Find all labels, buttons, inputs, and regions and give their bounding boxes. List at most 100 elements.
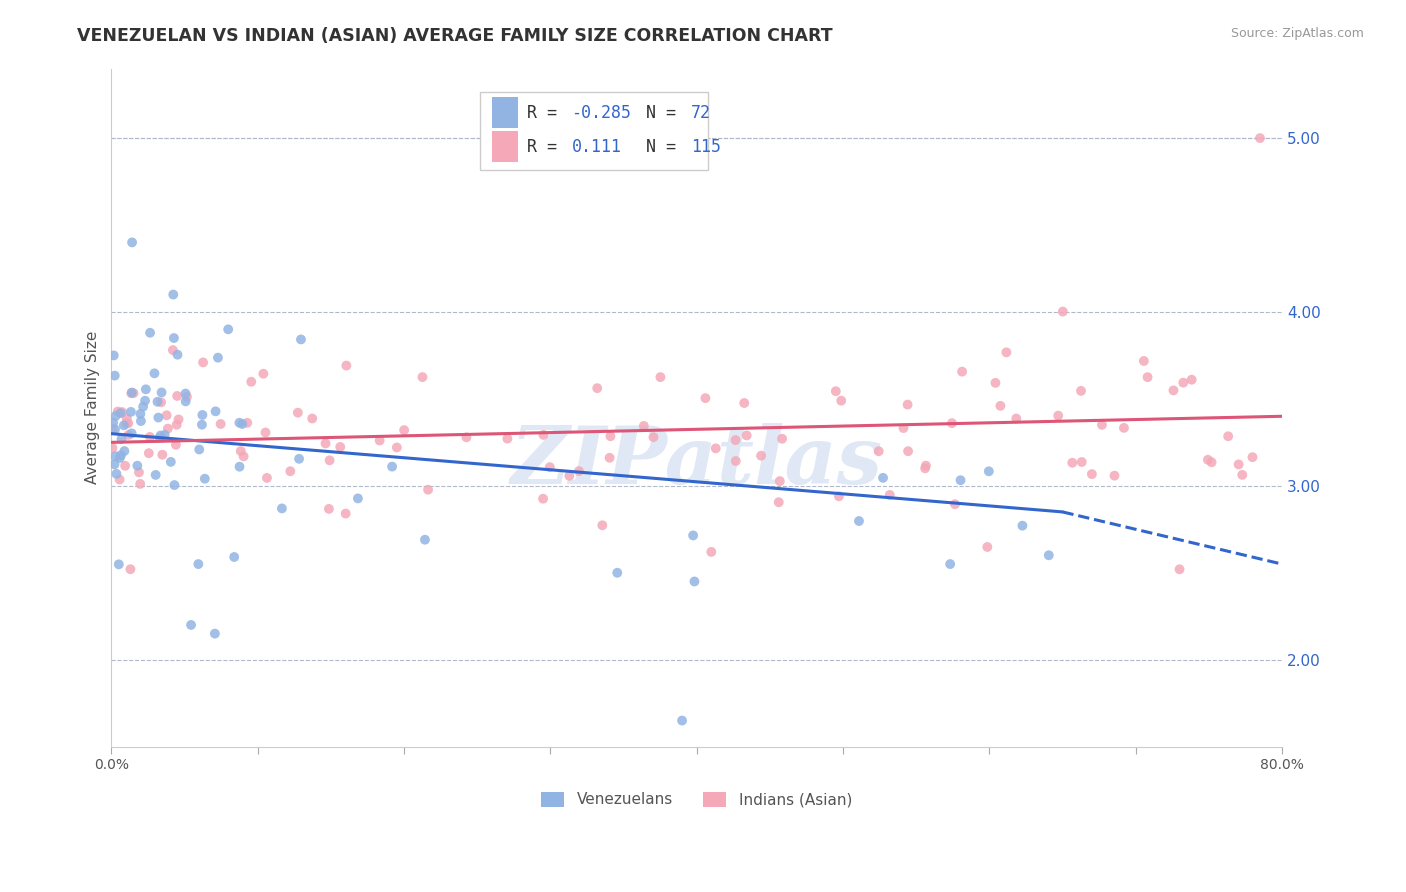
Point xyxy=(1163,384,1185,398)
Point xyxy=(174,386,197,401)
Point xyxy=(104,449,127,463)
Point xyxy=(1168,562,1191,576)
Point xyxy=(984,376,1007,390)
Point xyxy=(121,385,143,400)
Point xyxy=(1201,455,1223,469)
Point xyxy=(586,381,609,395)
Point xyxy=(162,287,184,301)
Point xyxy=(671,714,693,728)
Point xyxy=(122,386,145,401)
Point xyxy=(187,557,209,571)
Point xyxy=(101,421,124,435)
Point xyxy=(108,473,131,487)
Point xyxy=(1197,452,1219,467)
Point xyxy=(191,408,214,422)
Point xyxy=(132,400,155,414)
Point xyxy=(110,448,132,462)
Point xyxy=(496,432,519,446)
Point xyxy=(915,458,938,473)
Point xyxy=(724,454,747,468)
Point xyxy=(1038,549,1060,563)
Point xyxy=(111,405,134,419)
Point xyxy=(254,425,277,440)
Point xyxy=(643,430,665,444)
Point xyxy=(830,393,852,408)
Point xyxy=(897,444,920,458)
Point xyxy=(232,450,254,464)
Point xyxy=(107,404,129,418)
Point xyxy=(104,422,127,436)
Point xyxy=(231,417,253,431)
Point xyxy=(456,430,478,444)
Point xyxy=(683,574,706,589)
Point xyxy=(650,370,672,384)
Point xyxy=(104,409,127,423)
Point xyxy=(188,442,211,457)
Point xyxy=(114,458,136,473)
Point xyxy=(531,491,554,506)
Text: R =: R = xyxy=(527,103,567,121)
Point xyxy=(128,466,150,480)
Point xyxy=(150,448,173,462)
Text: N =: N = xyxy=(627,137,686,155)
Point xyxy=(949,473,972,487)
Point xyxy=(1173,376,1195,390)
Point xyxy=(724,433,747,447)
Point xyxy=(733,396,755,410)
Point xyxy=(879,488,901,502)
Point xyxy=(599,429,621,443)
Point xyxy=(318,453,340,467)
Point xyxy=(914,461,936,475)
Point xyxy=(749,449,772,463)
Point xyxy=(1005,411,1028,425)
Point xyxy=(120,386,142,401)
Point xyxy=(633,419,655,434)
Point xyxy=(146,394,169,409)
Point xyxy=(416,483,439,497)
FancyBboxPatch shape xyxy=(492,131,517,161)
Point xyxy=(329,440,352,454)
Point xyxy=(194,472,217,486)
Point xyxy=(411,370,433,384)
Point xyxy=(252,367,274,381)
Point xyxy=(145,467,167,482)
Point xyxy=(115,417,138,431)
Point xyxy=(1181,373,1204,387)
Point xyxy=(101,416,124,430)
FancyBboxPatch shape xyxy=(479,92,709,170)
FancyBboxPatch shape xyxy=(492,97,517,128)
Text: Source: ZipAtlas.com: Source: ZipAtlas.com xyxy=(1230,27,1364,40)
Point xyxy=(191,417,214,432)
Point xyxy=(335,507,357,521)
Point xyxy=(166,389,188,403)
Point xyxy=(278,464,301,478)
Point xyxy=(941,416,963,430)
Point xyxy=(159,455,181,469)
Point xyxy=(149,431,172,445)
Point xyxy=(828,489,851,503)
Point xyxy=(1091,417,1114,432)
Point xyxy=(174,394,197,409)
Point xyxy=(315,436,337,450)
Point xyxy=(287,406,309,420)
Text: -0.285: -0.285 xyxy=(571,103,631,121)
Point xyxy=(112,444,135,458)
Point xyxy=(769,474,792,488)
Legend: Venezuelans, Indians (Asian): Venezuelans, Indians (Asian) xyxy=(536,785,858,814)
Point xyxy=(163,478,186,492)
Point xyxy=(943,497,966,511)
Point xyxy=(392,423,415,437)
Point xyxy=(108,450,131,465)
Point xyxy=(381,459,404,474)
Point xyxy=(704,442,727,456)
Point xyxy=(228,416,250,430)
Point xyxy=(976,540,998,554)
Point xyxy=(138,446,160,460)
Point xyxy=(270,501,292,516)
Point xyxy=(1070,384,1092,398)
Point xyxy=(110,432,132,446)
Point xyxy=(180,618,202,632)
Point xyxy=(897,398,920,412)
Point xyxy=(224,549,246,564)
Point xyxy=(139,326,162,340)
